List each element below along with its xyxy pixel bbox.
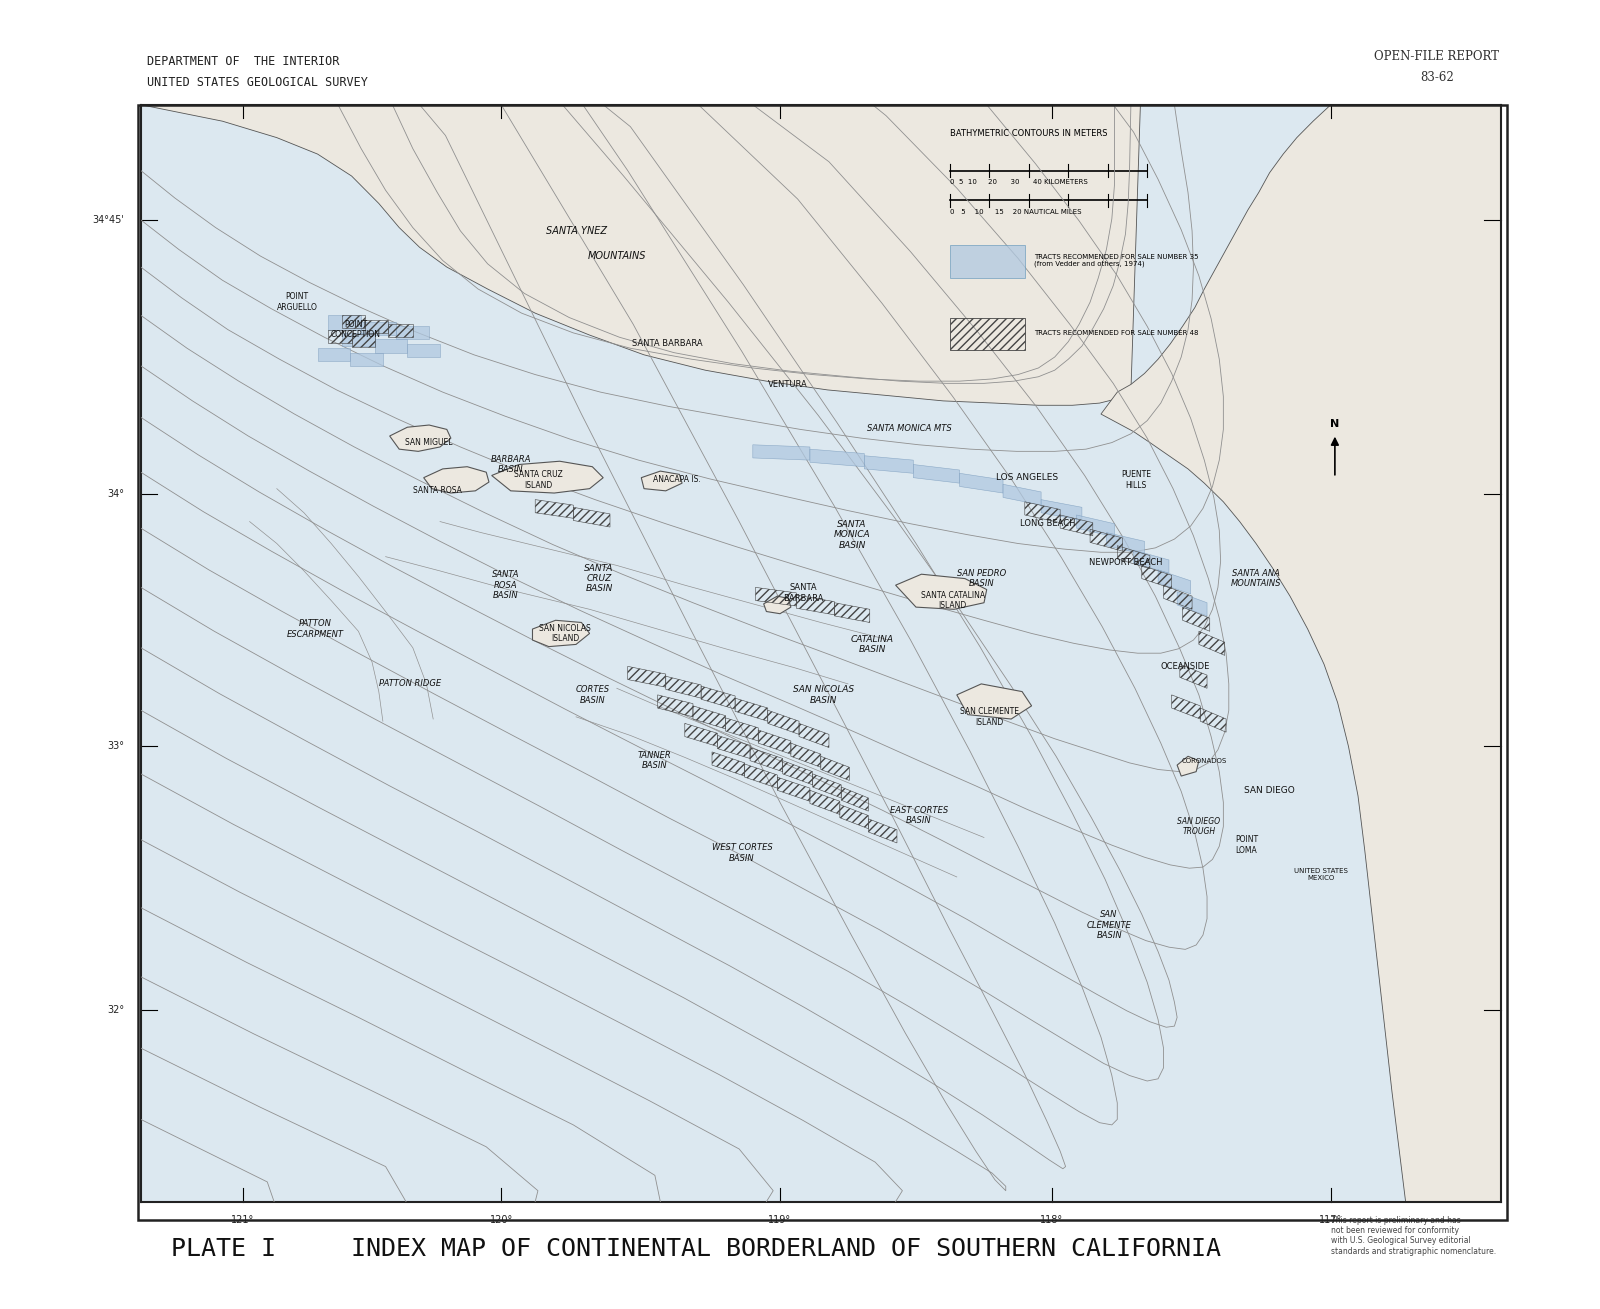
Text: SAN NICOLAS
BASIN: SAN NICOLAS BASIN [794,685,854,704]
Text: MOUNTAINS: MOUNTAINS [587,251,646,260]
Text: 119°: 119° [768,1215,792,1225]
Polygon shape [141,105,1141,406]
Polygon shape [957,683,1032,719]
Text: TRACTS RECOMMENDED FOR SALE NUMBER 48: TRACTS RECOMMENDED FOR SALE NUMBER 48 [1034,330,1198,336]
Text: SAN PEDRO
BASIN: SAN PEDRO BASIN [957,569,1006,588]
Text: 120°: 120° [490,1215,514,1225]
Polygon shape [1101,105,1501,1202]
Polygon shape [1042,500,1082,521]
Text: PATTON RIDGE: PATTON RIDGE [379,679,442,689]
Text: WEST CORTES
BASIN: WEST CORTES BASIN [712,843,773,863]
Polygon shape [642,471,682,491]
Text: 0  5  10     20      30      40 KILOMETERS: 0 5 10 20 30 40 KILOMETERS [950,179,1088,186]
Text: SANTA
ROSA
BASIN: SANTA ROSA BASIN [491,571,518,600]
Text: SAN
CLEMENTE
BASIN: SAN CLEMENTE BASIN [1086,910,1131,940]
Text: CORTES
BASIN: CORTES BASIN [576,685,610,704]
Text: SANTA
MONICA
BASIN: SANTA MONICA BASIN [834,520,870,550]
Text: SANTA CATALINA
ISLAND: SANTA CATALINA ISLAND [920,590,984,610]
Text: UNITED STATES GEOLOGICAL SURVEY: UNITED STATES GEOLOGICAL SURVEY [147,76,368,89]
Text: NEWPORT BEACH: NEWPORT BEACH [1088,558,1162,567]
Text: DEPARTMENT OF  THE INTERIOR: DEPARTMENT OF THE INTERIOR [147,55,339,68]
Text: SANTA YNEZ: SANTA YNEZ [546,226,606,236]
Polygon shape [763,596,790,614]
Bar [950,245,1024,278]
Text: 33°: 33° [107,741,125,751]
Polygon shape [1106,533,1144,555]
Text: SAN CLEMENTE
ISLAND: SAN CLEMENTE ISLAND [960,707,1019,726]
Polygon shape [491,461,603,493]
Polygon shape [533,620,589,647]
Text: ANACAPA IS.: ANACAPA IS. [653,475,701,484]
Polygon shape [1158,569,1190,594]
Text: OPEN-FILE REPORT: OPEN-FILE REPORT [1374,50,1499,63]
Polygon shape [374,339,408,352]
Text: N: N [1330,419,1339,429]
Text: OCEANSIDE: OCEANSIDE [1160,662,1210,670]
Text: POINT
ARGUELLO: POINT ARGUELLO [277,292,318,312]
Polygon shape [424,467,490,493]
Polygon shape [317,348,350,361]
Text: UNITED STATES
MEXICO: UNITED STATES MEXICO [1294,868,1349,881]
Text: PLATE I     INDEX MAP OF CONTINENTAL BORDERLAND OF SOUTHERN CALIFORNIA: PLATE I INDEX MAP OF CONTINENTAL BORDERL… [171,1237,1221,1261]
Bar [950,318,1024,351]
Text: BATHYMETRIC CONTOURS IN METERS: BATHYMETRIC CONTOURS IN METERS [950,128,1107,137]
Text: SANTA ANA
MOUNTAINS: SANTA ANA MOUNTAINS [1230,569,1282,588]
Polygon shape [362,322,397,335]
Polygon shape [328,315,362,330]
Text: PUENTE
HILLS: PUENTE HILLS [1122,470,1152,490]
Text: 118°: 118° [1040,1215,1064,1225]
Polygon shape [1133,550,1170,573]
Polygon shape [960,474,1003,493]
Text: SAN DIEGO: SAN DIEGO [1245,785,1294,795]
Text: 121°: 121° [230,1215,254,1225]
Polygon shape [390,425,451,452]
Text: TANNER
BASIN: TANNER BASIN [638,751,672,771]
Text: EAST CORTES
BASIN: EAST CORTES BASIN [890,806,947,825]
Polygon shape [914,465,960,483]
Text: POINT
LOMA: POINT LOMA [1235,835,1258,855]
Polygon shape [1077,514,1115,537]
Text: CORONADOS: CORONADOS [1182,758,1227,763]
Text: SANTA MONICA MTS: SANTA MONICA MTS [867,424,952,433]
Polygon shape [342,332,374,346]
Polygon shape [1178,592,1206,617]
Text: 0   5    10     15    20 NAUTICAL MILES: 0 5 10 15 20 NAUTICAL MILES [950,209,1082,215]
Text: POINT
CONCEPTION: POINT CONCEPTION [331,319,381,339]
Text: CATALINA
BASIN: CATALINA BASIN [851,635,894,654]
Text: BARBARA
BASIN: BARBARA BASIN [491,454,531,474]
Text: 34°: 34° [107,490,125,499]
Polygon shape [810,449,864,467]
Polygon shape [397,326,429,339]
Text: SANTA
BARBARA: SANTA BARBARA [782,583,824,602]
Polygon shape [408,344,440,357]
Text: VENTURA: VENTURA [768,380,808,389]
Text: TRACTS RECOMMENDED FOR SALE NUMBER 35
(from Vedder and others, 1974): TRACTS RECOMMENDED FOR SALE NUMBER 35 (f… [1034,254,1198,267]
Text: SANTA BARBARA: SANTA BARBARA [632,339,702,348]
Text: This report is preliminary and has
not been reviewed for conformity
with U.S. Ge: This report is preliminary and has not b… [1331,1216,1496,1255]
Text: LOS ANGELES: LOS ANGELES [997,473,1059,482]
Polygon shape [350,352,382,365]
Text: SANTA
CRUZ
BASIN: SANTA CRUZ BASIN [584,564,614,593]
Polygon shape [864,456,914,474]
Text: SANTA CRUZ
ISLAND: SANTA CRUZ ISLAND [514,470,562,490]
Polygon shape [752,445,810,461]
Text: SAN NICOLAS
ISLAND: SAN NICOLAS ISLAND [539,624,590,643]
Polygon shape [1178,757,1198,776]
Text: 32°: 32° [107,1005,125,1014]
Text: 83-62: 83-62 [1419,71,1454,84]
Text: PATTON
ESCARPMENT: PATTON ESCARPMENT [286,619,344,639]
Text: SANTA ROSA: SANTA ROSA [413,487,462,495]
Text: SAN DIEGO
TROUGH: SAN DIEGO TROUGH [1178,817,1221,836]
Text: SAN MIGUEL: SAN MIGUEL [405,439,453,448]
Text: 34°45': 34°45' [93,215,125,225]
Polygon shape [896,575,987,609]
Text: LONG BEACH: LONG BEACH [1021,520,1075,529]
Polygon shape [1003,484,1042,505]
Text: 117°: 117° [1318,1215,1342,1225]
